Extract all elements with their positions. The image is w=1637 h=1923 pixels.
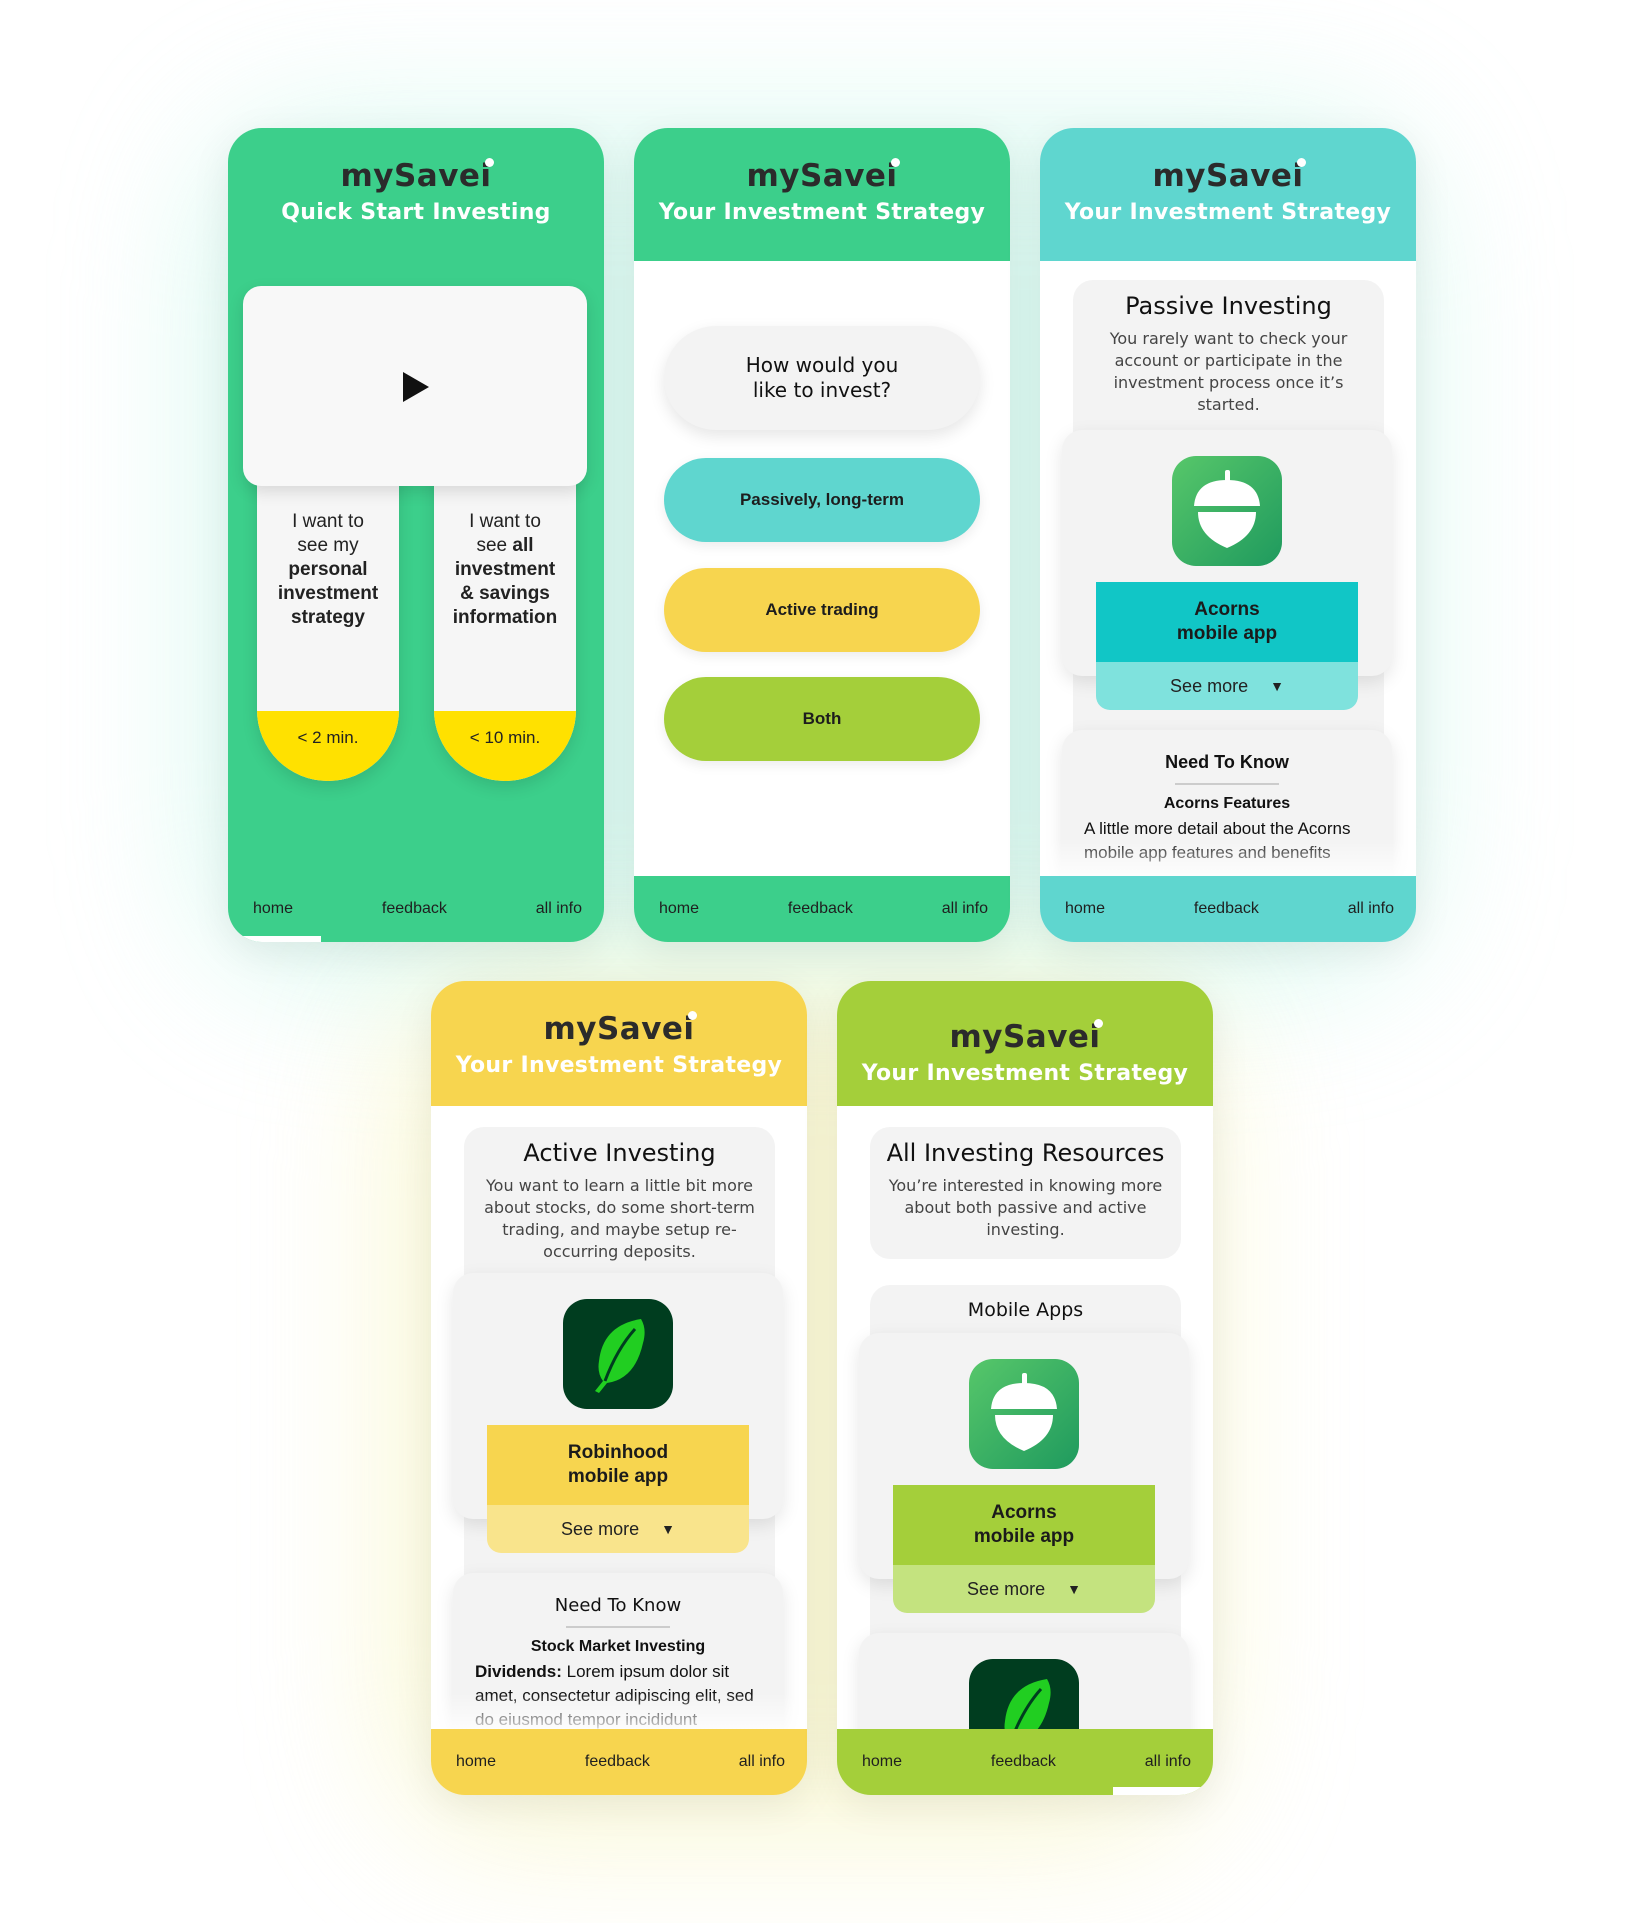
option-personal-text: I want to see my personal investment str… — [277, 511, 379, 628]
option-all-text: I want to see all investment & savings i… — [452, 511, 558, 628]
brand-logo: mySavei — [949, 1019, 1103, 1055]
screen-passive-investing: mySavei Your Investment Strategy Passive… — [1040, 128, 1416, 942]
app-card-acorns[interactable]: Acorns mobile app — [859, 1333, 1189, 1579]
scroll-fade — [431, 1693, 807, 1733]
page-subtitle: Your Investment Strategy — [861, 1061, 1189, 1086]
acorn-icon — [969, 1359, 1079, 1469]
brand-logo: mySavei — [340, 158, 494, 194]
time-estimate-badge: < 10 min. — [434, 711, 576, 781]
bottom-nav: home feedback all info — [634, 876, 1010, 942]
brand-logo: mySavei — [1152, 158, 1306, 194]
app-header: mySavei Quick Start Investing — [228, 128, 604, 261]
nav-home[interactable]: home — [862, 1753, 903, 1770]
nav-all-info[interactable]: all info — [1347, 900, 1394, 917]
feather-icon — [563, 1299, 673, 1409]
app-name-label: Robinhood mobile app — [487, 1425, 749, 1505]
nav-feedback[interactable]: feedback — [1193, 900, 1259, 917]
bottom-nav: home feedback all info — [837, 1729, 1213, 1795]
divider — [566, 1626, 670, 1628]
acorn-icon — [1172, 456, 1282, 566]
question-bubble: How would you like to invest? — [664, 326, 980, 430]
strategy-description: You want to learn a little bit more abou… — [484, 1176, 755, 1261]
nav-all-info[interactable]: all info — [941, 900, 988, 917]
home-indicator — [236, 936, 321, 942]
bottom-nav: home feedback all info — [228, 876, 604, 942]
play-icon[interactable] — [401, 370, 431, 404]
time-estimate-badge: < 2 min. — [257, 711, 399, 781]
home-indicator — [1113, 1787, 1213, 1795]
strategy-heading: All Investing Resources — [886, 1139, 1165, 1167]
strategy-description: You’re interested in knowing more about … — [888, 1176, 1163, 1239]
divider — [1175, 783, 1279, 785]
triangle-down-icon: ▼ — [1067, 1581, 1081, 1597]
nav-feedback[interactable]: feedback — [787, 900, 853, 917]
option-both-button[interactable]: Both — [664, 677, 980, 761]
page-subtitle: Your Investment Strategy — [658, 200, 986, 225]
app-name-label: Acorns mobile app — [1096, 582, 1358, 662]
nav-home[interactable]: home — [1065, 900, 1106, 917]
nav-feedback[interactable]: feedback — [990, 1753, 1056, 1770]
screen-quick-start: mySavei Quick Start Investing I want to … — [228, 128, 604, 942]
option-active-button[interactable]: Active trading — [664, 568, 980, 652]
bottom-nav: home feedback all info — [1040, 876, 1416, 942]
triangle-down-icon: ▼ — [1270, 678, 1284, 694]
section-title: Mobile Apps — [967, 1299, 1084, 1321]
brand-logo: mySavei — [746, 158, 900, 194]
nav-home[interactable]: home — [253, 900, 294, 917]
nav-all-info[interactable]: all info — [535, 900, 582, 917]
option-passive-button[interactable]: Passively, long-term — [664, 458, 980, 542]
screen-active-investing: mySavei Your Investment Strategy Active … — [431, 981, 807, 1795]
brand-logo: mySavei — [543, 1011, 697, 1047]
option-personal-strategy[interactable]: I want to see my personal investment str… — [257, 458, 399, 781]
nav-all-info[interactable]: all info — [738, 1753, 785, 1770]
strategy-heading: Passive Investing — [1125, 292, 1332, 320]
app-header: mySavei Your Investment Strategy — [431, 981, 807, 1106]
strategy-card: All Investing Resources You’re intereste… — [870, 1127, 1181, 1259]
need-to-know-title: Need To Know — [1165, 752, 1289, 772]
bottom-nav: home feedback all info — [431, 1729, 807, 1795]
page-subtitle: Quick Start Investing — [281, 200, 551, 225]
need-to-know-subtitle: Acorns Features — [1163, 795, 1291, 812]
see-more-button[interactable]: See more ▼ — [487, 1505, 749, 1553]
page-subtitle: Your Investment Strategy — [1064, 200, 1392, 225]
see-more-button[interactable]: See more ▼ — [893, 1565, 1155, 1613]
strategy-heading: Active Investing — [523, 1139, 716, 1167]
nav-feedback[interactable]: feedback — [381, 900, 447, 917]
see-more-button[interactable]: See more ▼ — [1096, 662, 1358, 710]
strategy-description: You rarely want to check your account or… — [1109, 329, 1348, 414]
page-subtitle: Your Investment Strategy — [455, 1053, 783, 1078]
option-all-information[interactable]: I want to see all investment & savings i… — [434, 458, 576, 781]
nav-all-info[interactable]: all info — [1144, 1753, 1191, 1770]
nav-feedback[interactable]: feedback — [584, 1753, 650, 1770]
app-card-robinhood[interactable]: Robinhood mobile app — [453, 1273, 783, 1519]
app-header: mySavei Your Investment Strategy — [837, 981, 1213, 1106]
app-card-acorns[interactable]: Acorns mobile app — [1062, 430, 1392, 676]
need-to-know-title: Need To Know — [554, 1595, 682, 1616]
triangle-down-icon: ▼ — [661, 1521, 675, 1537]
screen-investment-question: mySavei Your Investment Strategy How wou… — [634, 128, 1010, 942]
nav-home[interactable]: home — [659, 900, 700, 917]
intro-video-player[interactable] — [243, 286, 587, 486]
need-to-know-subtitle: Stock Market Investing — [530, 1638, 706, 1655]
app-name-label: Acorns mobile app — [893, 1485, 1155, 1565]
nav-home[interactable]: home — [456, 1753, 497, 1770]
app-header: mySavei Your Investment Strategy — [634, 128, 1010, 261]
scroll-fade — [1040, 838, 1416, 878]
screen-all-investing-resources: mySavei Your Investment Strategy All Inv… — [837, 981, 1213, 1795]
app-header: mySavei Your Investment Strategy — [1040, 128, 1416, 261]
